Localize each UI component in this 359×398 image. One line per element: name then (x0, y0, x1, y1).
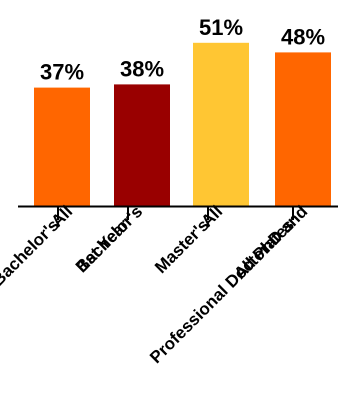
x-tick-label-3-line-2: Master's (151, 215, 213, 277)
value-label-2: 38% (120, 56, 164, 81)
x-tick-label-1-line-2: Bachelor's (0, 215, 63, 289)
bar-4 (275, 52, 331, 207)
bar-1 (34, 87, 90, 206)
x-tick-label-2-line-2: 1st Year (73, 215, 133, 275)
x-tick-label-4-line-2: Professional Doctorates (146, 215, 298, 367)
value-label-4: 48% (281, 24, 325, 49)
value-label-1: 37% (40, 60, 84, 85)
bar-2 (114, 84, 170, 206)
value-label-3: 51% (199, 15, 243, 40)
bar-3 (193, 42, 249, 206)
